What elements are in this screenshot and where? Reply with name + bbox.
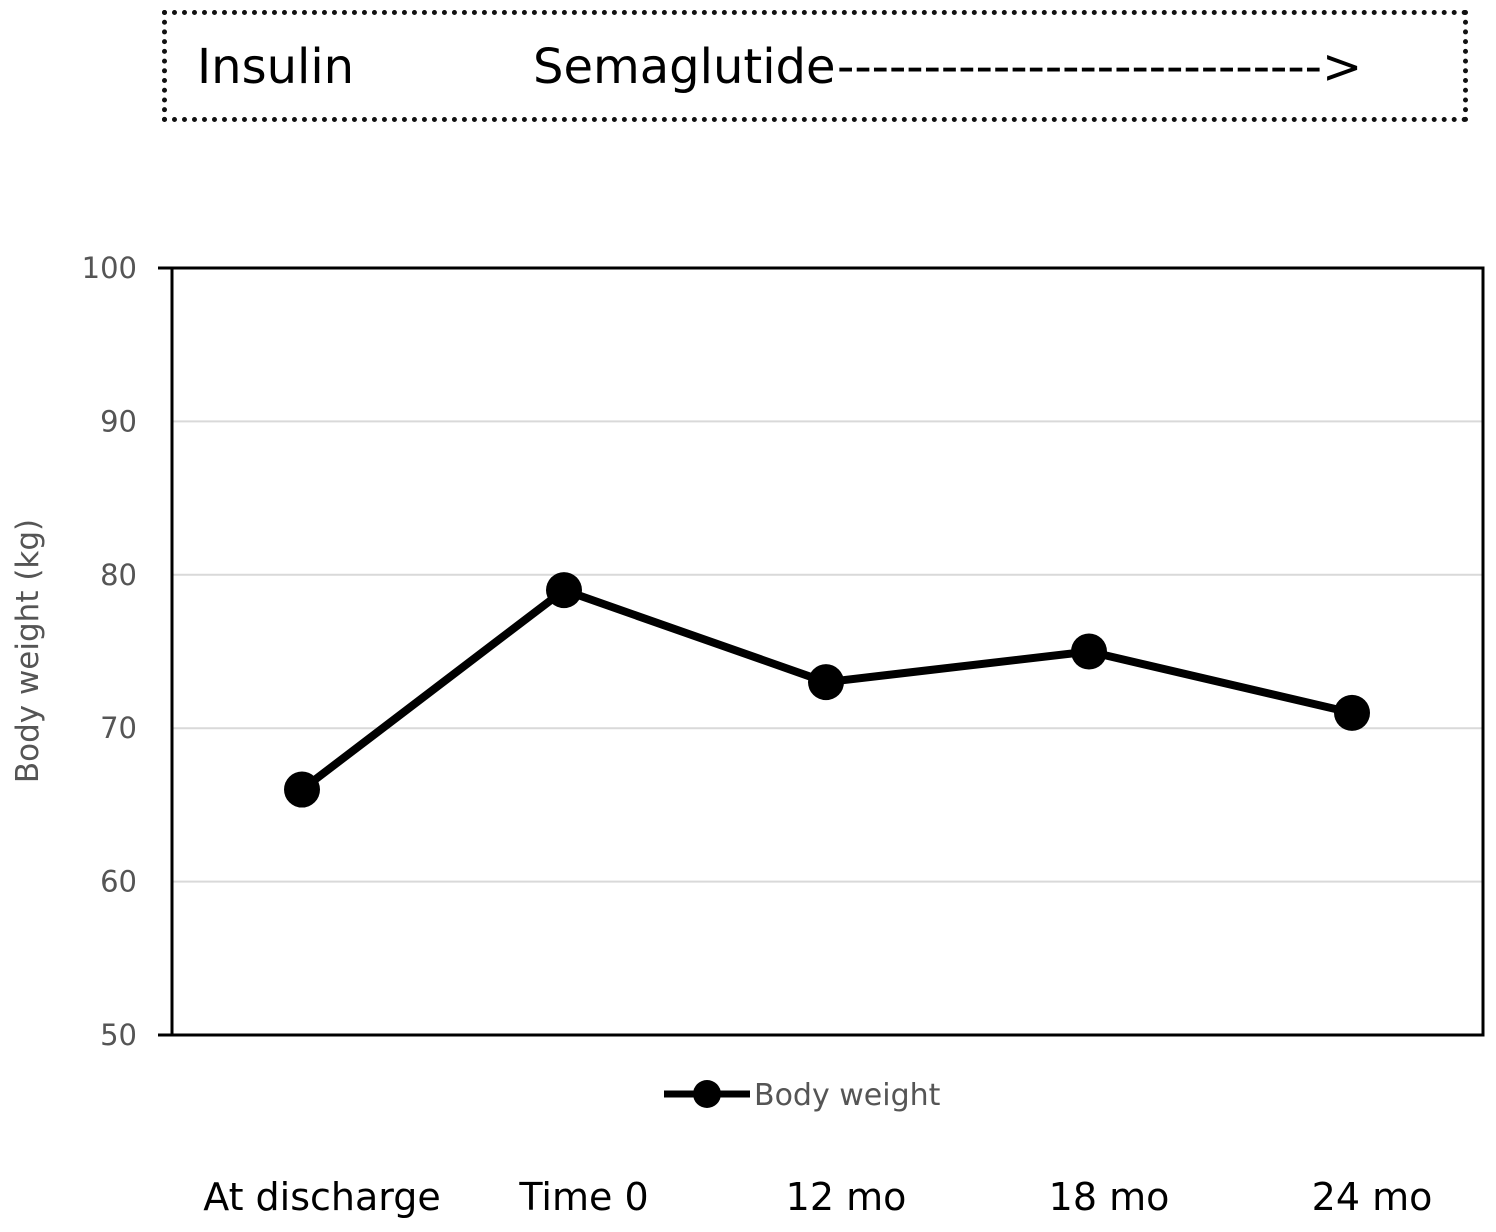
x-category-label: 24 mo: [1311, 1175, 1433, 1219]
data-point-at-discharge: [284, 771, 320, 808]
x-category-label: 18 mo: [1048, 1175, 1170, 1219]
y-tick-labels: 50 60 70 80 90 100: [82, 251, 137, 1052]
legend-label-body-weight: Body weight: [754, 1078, 941, 1113]
y-tick-label: 80: [100, 558, 137, 592]
x-category-label: At discharge: [203, 1175, 441, 1219]
legend-point-marker: [693, 1080, 721, 1108]
insulin-label: Insulin: [197, 39, 355, 95]
semaglutide-arrow: ---------------------------->: [837, 39, 1363, 95]
treatment-timeline-box: Insulin Semaglutide --------------------…: [162, 10, 1468, 122]
data-point-24-mo: [1334, 694, 1370, 731]
semaglutide-label: Semaglutide: [533, 39, 836, 95]
series-body-weight: [284, 572, 1370, 808]
axes: [158, 266, 1485, 1037]
y-tick-label: 70: [100, 711, 137, 745]
plot-frame: [170, 266, 1485, 1037]
x-category-label: 12 mo: [785, 1175, 907, 1219]
y-tick-label: 90: [100, 404, 137, 438]
legend: Body weight: [664, 1078, 941, 1113]
y-axis-label: Body weight (kg): [10, 519, 46, 783]
data-point-18-mo: [1071, 633, 1107, 670]
x-category-label: Time 0: [519, 1175, 649, 1219]
y-tick-label: 60: [100, 865, 137, 899]
data-point-time-0: [546, 572, 582, 609]
y-tick-label: 100: [82, 251, 137, 285]
data-point-12-mo: [808, 664, 844, 701]
grid-lines: [172, 420, 1483, 883]
y-tick-label: 50: [100, 1018, 137, 1052]
